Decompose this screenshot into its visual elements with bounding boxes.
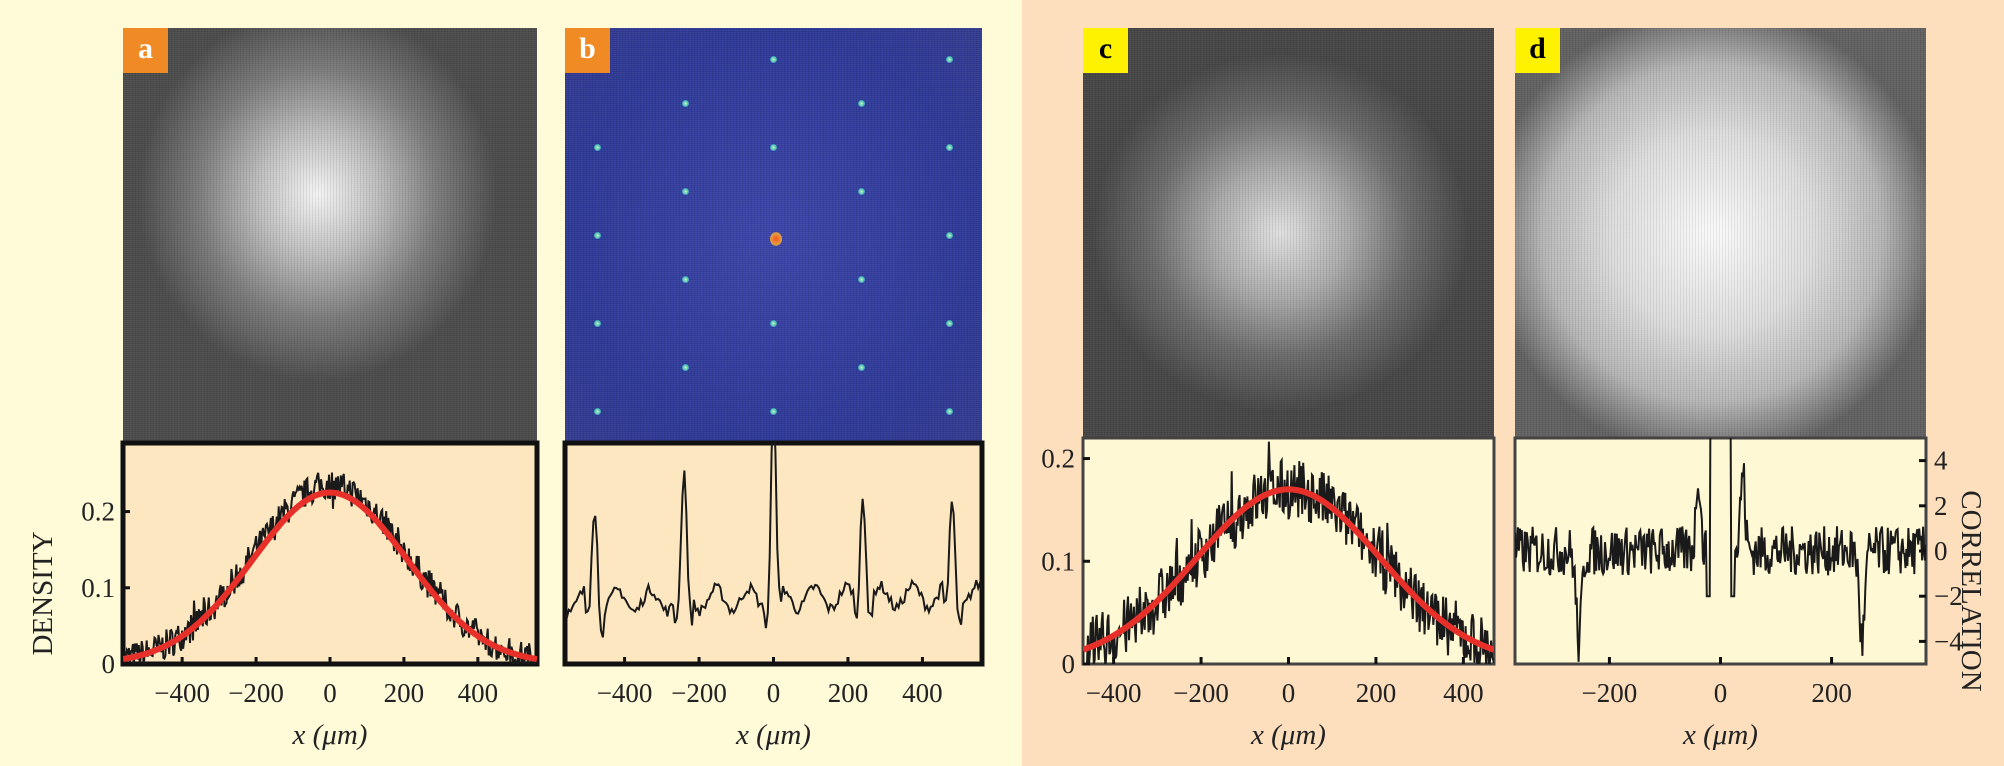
- bragg-peak: [858, 188, 865, 195]
- panel-label-b: b: [565, 28, 610, 73]
- bragg-peak: [770, 56, 777, 63]
- x-tick-label: 0: [1282, 678, 1296, 708]
- absorption-image-a: [123, 28, 537, 443]
- y-tick-label: 0.1: [1041, 546, 1075, 576]
- bragg-peak: [594, 144, 601, 151]
- bragg-peak: [770, 232, 782, 246]
- gaussian-fit-c: [1083, 486, 1494, 653]
- panel-label-d: d: [1515, 28, 1560, 73]
- x-tick-label: −200: [228, 678, 284, 708]
- x-tick-label: 200: [1811, 678, 1852, 708]
- x-axis-label: x (μm): [1250, 719, 1326, 751]
- correlation-image-d: [1515, 28, 1926, 438]
- bragg-peak: [682, 100, 689, 107]
- y-tick-label: 0: [1934, 536, 1948, 566]
- data-line-b: [565, 443, 982, 638]
- bragg-peak: [594, 408, 601, 415]
- y-tick-label: 0.1: [81, 573, 115, 603]
- data-line-a: [123, 472, 537, 664]
- y-axis-label: CORRELATION: [1955, 490, 1987, 691]
- bragg-peak: [682, 276, 689, 283]
- correlation-image-b: [565, 28, 982, 443]
- panel-label-c: c: [1083, 28, 1128, 73]
- y-tick-label: 0: [102, 649, 116, 679]
- gaussian-fit-a: [123, 489, 537, 663]
- bragg-peak: [858, 276, 865, 283]
- bragg-peak: [946, 56, 953, 63]
- bragg-peak: [594, 320, 601, 327]
- plot-frame-d: [1513, 436, 1928, 666]
- y-tick-label: −4: [1934, 626, 1963, 656]
- data-line-d: [1515, 438, 1926, 662]
- x-axis-label: x (μm): [292, 719, 368, 751]
- plot-frame-b: [562, 440, 985, 667]
- y-tick-label: 0: [1062, 649, 1076, 679]
- bragg-peak: [946, 232, 953, 239]
- x-tick-label: −200: [1173, 678, 1229, 708]
- bragg-peak: [946, 144, 953, 151]
- bragg-peak: [946, 408, 953, 415]
- x-tick-label: 0: [1714, 678, 1728, 708]
- x-axis-label: x (μm): [1682, 719, 1758, 751]
- x-tick-label: 0: [767, 678, 781, 708]
- x-tick-label: 400: [1443, 678, 1484, 708]
- bragg-peak: [770, 144, 777, 151]
- y-tick-label: 4: [1934, 446, 1948, 476]
- bragg-peak: [770, 320, 777, 327]
- y-tick-label: 0.2: [81, 497, 115, 527]
- x-tick-label: 200: [1356, 678, 1397, 708]
- x-tick-label: −200: [671, 678, 727, 708]
- x-tick-label: 400: [458, 678, 499, 708]
- bragg-peak: [858, 364, 865, 371]
- bragg-peak: [682, 188, 689, 195]
- bragg-peak: [682, 364, 689, 371]
- bragg-peak: [858, 100, 865, 107]
- x-tick-label: 200: [828, 678, 869, 708]
- x-tick-label: 200: [384, 678, 425, 708]
- y-tick-label: 0.2: [1041, 444, 1075, 474]
- panel-label-a: a: [123, 28, 168, 73]
- x-axis-label: x (μm): [735, 719, 811, 751]
- x-tick-label: −400: [154, 678, 210, 708]
- absorption-image-c: [1083, 28, 1494, 438]
- bragg-peak: [594, 232, 601, 239]
- y-tick-label: 2: [1934, 491, 1948, 521]
- x-tick-label: −200: [1582, 678, 1638, 708]
- x-tick-label: 400: [902, 678, 943, 708]
- y-axis-label: DENSITY: [27, 531, 59, 655]
- x-tick-label: 0: [323, 678, 337, 708]
- bragg-peak: [946, 320, 953, 327]
- x-tick-label: −400: [1086, 678, 1142, 708]
- x-tick-label: −400: [597, 678, 653, 708]
- bragg-peak: [770, 408, 777, 415]
- y-tick-label: −2: [1934, 581, 1963, 611]
